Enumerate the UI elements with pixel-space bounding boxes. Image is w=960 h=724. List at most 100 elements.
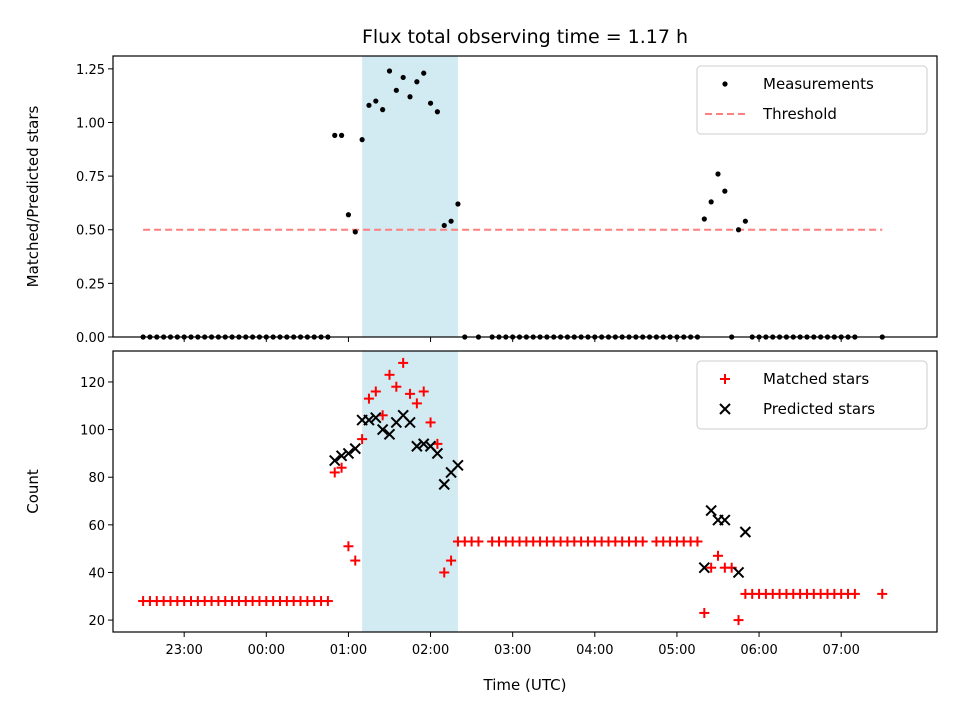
predicted-star-point — [329, 454, 341, 467]
predicted-star-point — [431, 447, 444, 460]
matched-star-point — [473, 536, 484, 547]
x-stroke-2 — [342, 447, 355, 460]
predicted-star-point — [376, 423, 389, 436]
matched-star-point — [706, 562, 717, 573]
ratio-panel: 0.00 0.25 0.50 0.75 1.00 1.25 Matched/Predicte… — [24, 55, 938, 346]
measurement-point — [338, 132, 345, 138]
measurement-point — [386, 68, 393, 74]
predicted-star-point — [370, 411, 382, 424]
measurement-point — [352, 229, 358, 235]
count-panel: 20 40 60 80 100 120 23:00 00:00 01:00 02:00 03:00 0… — [24, 350, 938, 694]
measurement-point — [421, 70, 427, 76]
x-stroke-2 — [397, 409, 409, 422]
x-tick-label: 01:00 — [330, 643, 367, 658]
x-stroke-2 — [335, 450, 348, 462]
x-stroke-2 — [438, 478, 450, 491]
predicted-star-point — [342, 447, 355, 460]
predicted-star-point — [411, 440, 423, 452]
matched-star-point — [391, 381, 402, 392]
legend-label: Threshold — [762, 105, 837, 123]
legend-marker-predicted-2 — [719, 403, 731, 415]
matched-star-point — [384, 369, 395, 380]
measurement-point — [701, 216, 707, 222]
matched-star-point — [637, 536, 648, 547]
y-tick-label: 40 — [88, 566, 105, 581]
measurement-point — [359, 137, 365, 143]
y-tick-label: 0.75 — [76, 170, 105, 185]
predicted-star-point — [349, 442, 361, 455]
x-tick-label: 03:00 — [494, 643, 531, 658]
x-stroke-2 — [418, 438, 430, 450]
chart-title: Flux total observing time = 1.17 h — [362, 26, 688, 48]
legend-marker-measurements — [722, 81, 728, 87]
y-tick-label: 100 — [80, 424, 105, 439]
x-stroke-2 — [329, 454, 341, 467]
measurement-point — [393, 87, 399, 93]
y-tick-label: 20 — [88, 614, 105, 629]
predicted-star-point — [732, 566, 745, 579]
y-tick-label: 0.50 — [76, 224, 105, 239]
measurement-point — [427, 100, 434, 106]
measurement-point — [373, 98, 379, 104]
matched-star-point — [425, 417, 436, 428]
x-tick-label: 00:00 — [248, 643, 285, 658]
measurement-point — [407, 94, 413, 100]
matched-star-point — [336, 462, 347, 473]
measurement-point — [380, 107, 386, 113]
measurement-point — [735, 227, 742, 233]
y-tick-label: 120 — [80, 376, 105, 391]
predicted-star-point — [335, 450, 348, 462]
legend: Measurements Threshold — [696, 65, 928, 135]
measurement-point — [455, 201, 461, 207]
y-axis-label: Count — [24, 469, 42, 514]
measurement-point — [715, 171, 721, 177]
predicted-star-point — [404, 416, 416, 429]
predicted-star-point — [383, 428, 396, 441]
matched-star-point — [692, 536, 703, 547]
predicted-star-point — [698, 561, 711, 574]
matched-star-point — [446, 555, 457, 566]
matched-star-point — [350, 555, 361, 566]
matched-star-point — [405, 388, 416, 399]
y-tick-label: 0.25 — [76, 277, 105, 292]
matched-star-point — [343, 541, 354, 552]
axes-frame — [112, 55, 938, 338]
measurement-point — [332, 132, 338, 138]
matched-star-point — [370, 386, 381, 397]
predicted-star-point — [363, 414, 375, 426]
matched-star-point — [712, 550, 723, 561]
measurement-point — [441, 222, 447, 229]
x-stroke-2 — [431, 447, 444, 460]
legend-label: Matched stars — [763, 370, 869, 388]
legend-label: Predicted stars — [763, 400, 875, 418]
y-tick-label: 80 — [88, 471, 105, 486]
matched-star-point — [418, 386, 429, 397]
predicted-star-point — [705, 504, 717, 517]
x-stroke-2 — [732, 566, 745, 579]
x-stroke-2 — [363, 414, 375, 426]
matched-star-point — [849, 588, 860, 599]
x-stroke-2 — [698, 561, 711, 574]
y-axis-label: Matched/Predicted stars — [24, 106, 42, 288]
x-stroke-2 — [349, 442, 361, 455]
x-stroke-2 — [383, 428, 396, 441]
x-tick-label: 05:00 — [658, 643, 695, 658]
y-tick-label: 60 — [88, 519, 105, 534]
legend-box — [696, 65, 928, 135]
measurement-point — [414, 79, 420, 85]
matched-star-point — [329, 467, 340, 478]
measurement-point — [400, 74, 406, 81]
x-stroke-2 — [376, 423, 389, 436]
matched-star-point — [398, 357, 409, 368]
measurement-point — [708, 199, 714, 205]
predicted-star-point — [438, 478, 450, 491]
x-stroke-2 — [370, 411, 382, 424]
predicted-star-point — [418, 438, 430, 450]
x-tick-label: 02:00 — [412, 643, 449, 658]
x-tick-label: 23:00 — [165, 643, 202, 658]
x-axis-label: Time (UTC) — [483, 676, 567, 694]
matched-star-point — [699, 607, 710, 618]
x-tick-label: 04:00 — [576, 643, 613, 658]
measurement-point — [722, 188, 728, 194]
